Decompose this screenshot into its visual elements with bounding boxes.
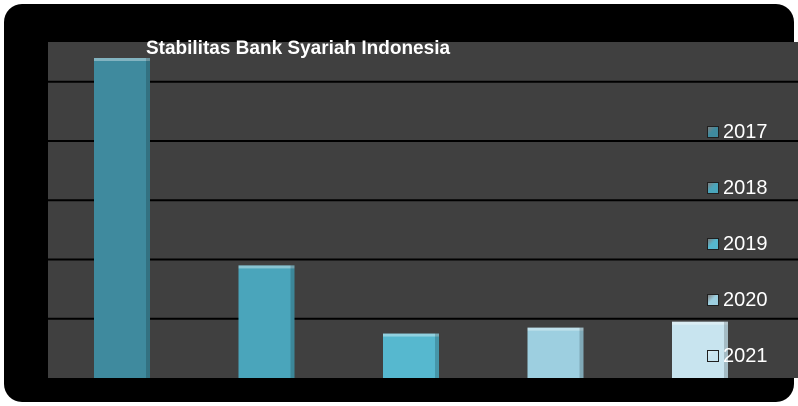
legend-label: 2019: [723, 233, 768, 255]
bar-side-shade: [724, 321, 728, 378]
bar: [94, 58, 150, 378]
legend-label: 2017: [723, 121, 768, 143]
legend-swatch: [707, 126, 719, 138]
bar-2017: [94, 58, 150, 378]
bar-side-shade: [435, 333, 439, 378]
bar-top-highlight: [238, 265, 295, 269]
bar: [672, 321, 728, 378]
legend-item-2018: 2018: [707, 160, 768, 216]
legend-item-2019: 2019: [707, 216, 768, 272]
legend-swatch: [707, 182, 719, 194]
legend: 2017 2018 2019 2020 2021: [707, 104, 768, 384]
bar-2018: [238, 265, 295, 378]
chart-title: Stabilitas Bank Syariah Indonesia: [145, 38, 451, 59]
legend-label: 2020: [723, 289, 768, 311]
legend-item-2017: 2017: [707, 104, 768, 160]
bar-2019: [383, 333, 439, 378]
bar-top-highlight: [94, 58, 150, 61]
bar-top-highlight: [527, 327, 584, 331]
legend-swatch: [707, 238, 719, 250]
bar: [527, 327, 584, 378]
bar: [383, 333, 439, 378]
legend-item-2020: 2020: [707, 272, 768, 328]
bar-side-shade: [290, 265, 295, 378]
bar: [238, 265, 295, 378]
bar-side-shade: [146, 58, 150, 378]
legend-label: 2021: [723, 345, 768, 367]
legend-swatch: [707, 294, 719, 306]
legend-item-2021: 2021: [707, 328, 768, 384]
bar-top-highlight: [383, 333, 439, 337]
bar-2021: [672, 321, 728, 378]
legend-label: 2018: [723, 177, 768, 199]
bar-2020: [527, 327, 584, 378]
bar-top-highlight: [672, 321, 728, 325]
legend-swatch: [707, 350, 719, 362]
bar-side-shade: [579, 327, 584, 378]
